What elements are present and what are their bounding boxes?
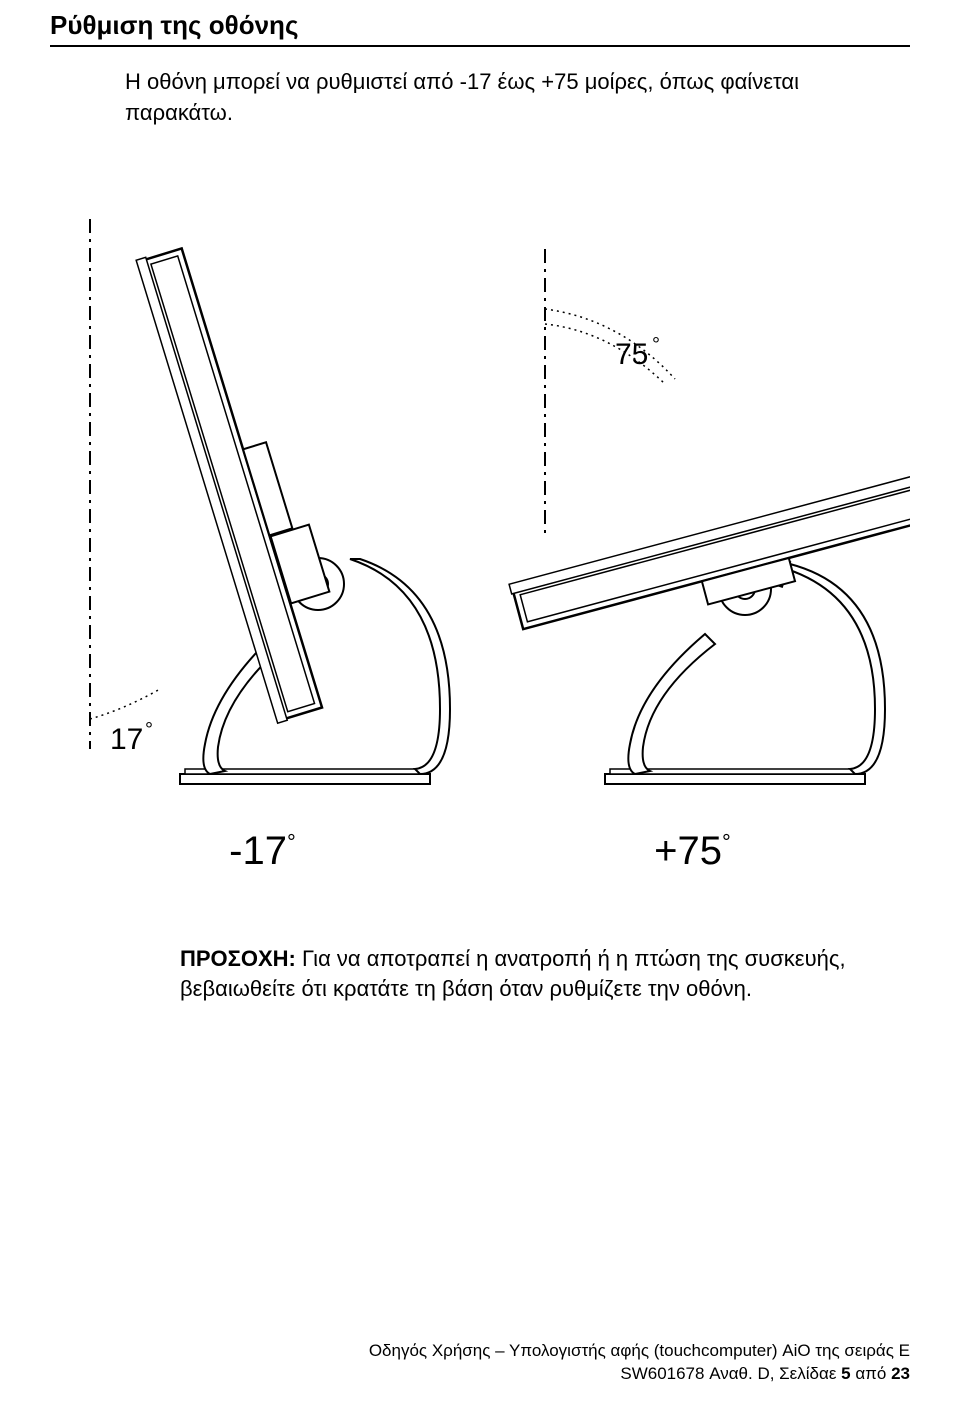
page-footer: Οδηγός Χρήσης – Υπολογιστής αφής (touchc… — [369, 1340, 910, 1386]
svg-text:°: ° — [145, 719, 153, 741]
caution-paragraph: ΠΡΟΣΟΧΗ: Για να αποτραπεί η ανατροπή ή η… — [180, 944, 900, 1006]
right-caption: +75° — [654, 829, 731, 874]
intro-line-2: παρακάτω. — [125, 100, 233, 125]
caution-label: ΠΡΟΣΟΧΗ: — [180, 946, 296, 971]
degree-symbol: ° — [722, 829, 731, 854]
intro-line-1: Η οθόνη μπορεί να ρυθμιστεί από -17 έως … — [125, 69, 799, 94]
right-angle-label: 75 — [615, 338, 648, 371]
degree-symbol: ° — [287, 829, 296, 854]
footer-doc-id: SW601678 Αναθ. D, Σελίδαε — [620, 1364, 841, 1383]
footer-sep: από — [851, 1364, 891, 1383]
left-caption-value: -17 — [229, 829, 287, 873]
tilt-diagram: 17 ° — [50, 189, 910, 809]
intro-text: Η οθόνη μπορεί να ρυθμιστεί από -17 έως … — [125, 67, 910, 129]
right-monitor-illustration: 75 ° — [509, 249, 910, 784]
diagram-captions: -17° +75° — [50, 829, 910, 874]
left-angle-label: 17 — [110, 723, 143, 756]
left-caption: -17° — [229, 829, 296, 874]
left-monitor-illustration: 17 ° — [90, 219, 450, 784]
right-caption-value: +75 — [654, 829, 722, 873]
footer-line-2: SW601678 Αναθ. D, Σελίδαε 5 από 23 — [369, 1363, 910, 1386]
section-title: Ρύθμιση της οθόνης — [50, 10, 910, 47]
svg-text:°: ° — [652, 334, 660, 356]
footer-line-1: Οδηγός Χρήσης – Υπολογιστής αφής (touchc… — [369, 1340, 910, 1363]
footer-page-current: 5 — [841, 1364, 850, 1383]
footer-page-total: 23 — [891, 1364, 910, 1383]
